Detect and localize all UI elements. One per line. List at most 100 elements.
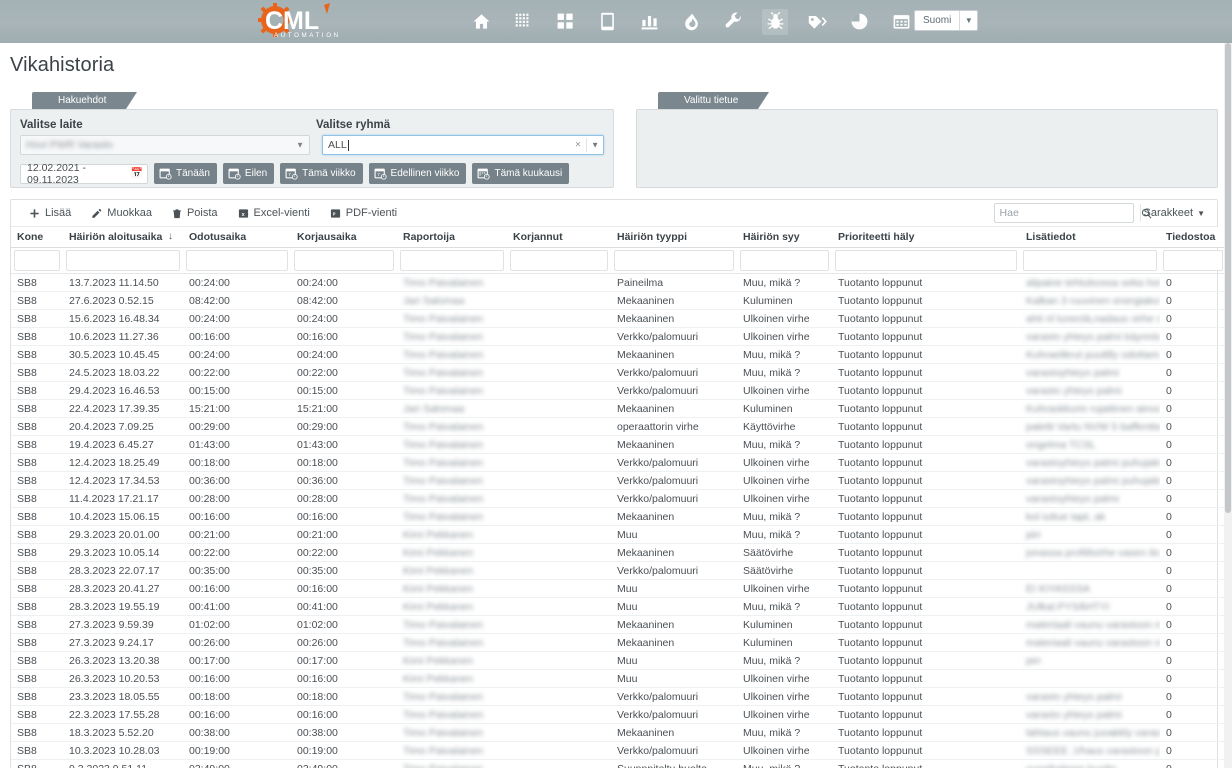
table-row[interactable]: SB8 23.3.2023 18.05.55 00:18:00 00:18:00 Tim…: [11, 687, 1226, 706]
date-range-input[interactable]: 12.02.2021 - 09.11.2023 📅: [20, 162, 148, 186]
column-header-tiedostoa[interactable]: Tiedostoa: [1160, 227, 1226, 248]
table-row[interactable]: SB89.3.2023 9.51.1103:49:0003:49:00Timo …: [11, 759, 1226, 768]
device-select[interactable]: Hovi PWR Varasto ▼: [20, 135, 310, 155]
wrench-icon[interactable]: [720, 9, 746, 35]
table-row[interactable]: SB8 26.3.2023 13.20.38 00:17:00 00:17:00 Kim…: [11, 651, 1226, 670]
table-row[interactable]: SB8 15.6.2023 16.48.34 00:24:00 00:24:00 Tim…: [11, 309, 1226, 328]
column-filter-tiedostoa[interactable]: [1163, 250, 1223, 271]
bar-chart-icon[interactable]: [636, 9, 662, 35]
group-select[interactable]: ALL × ▼: [322, 135, 604, 155]
quick-range-prev-week-button[interactable]: 7 Edellinen viikko: [368, 163, 467, 184]
pdf-export-button[interactable]: P PDF-vienti: [320, 203, 407, 223]
table-row[interactable]: SB8 28.3.2023 19.55.19 00:41:00 00:41:00 Kim…: [11, 597, 1226, 616]
column-filter-korjannut[interactable]: [510, 250, 608, 271]
cml-logo[interactable]: CML AUTOMATION: [256, 0, 368, 43]
cell-lisatiedot: varastoyhteys palmi: [1020, 489, 1160, 508]
quick-range-yesterday-button[interactable]: Eilen: [222, 163, 275, 184]
table-row[interactable]: SB8 26.3.2023 10.20.53 00:16:00 00:16:00 Kim…: [11, 669, 1226, 688]
column-filter-korjausaika[interactable]: [294, 250, 394, 271]
bug-icon[interactable]: [762, 8, 788, 35]
cell-kone: SB8: [11, 561, 63, 580]
language-selector[interactable]: Suomi ▼: [914, 10, 979, 31]
quick-range-today-button[interactable]: Tänään: [154, 163, 217, 184]
column-filter-kone[interactable]: [14, 250, 60, 271]
cell-raportoija: Timo Paivalainen: [397, 489, 507, 508]
tablet-icon[interactable]: [594, 9, 620, 35]
column-header-korjannut[interactable]: Korjannut: [507, 227, 611, 248]
table-row[interactable]: SB8 11.4.2023 17.21.17 00:28:00 00:28:00 Tim…: [11, 489, 1226, 508]
table-row[interactable]: SB8 24.5.2023 18.03.22 00:22:00 00:22:00 Tim…: [11, 363, 1226, 382]
flame-icon[interactable]: [678, 9, 704, 35]
redacted-text: Timo Paivalainen: [403, 384, 484, 397]
column-filter-raportoija[interactable]: [400, 250, 504, 271]
sort-desc-icon[interactable]: ↓: [168, 231, 173, 242]
calendar-icon[interactable]: [888, 9, 914, 35]
table-row[interactable]: SB8 27.6.2023 0.52.15 08:42:00 08:42:00 Jari…: [11, 291, 1226, 310]
table-search[interactable]: [993, 203, 1152, 223]
table-row[interactable]: SB8 22.3.2023 17.55.28 00:16:00 00:16:00 Tim…: [11, 705, 1226, 724]
table-row[interactable]: SB8 13.7.2023 11.14.50 00:24:00 00:24:00 Tim…: [11, 273, 1226, 292]
column-header-korjausaika[interactable]: Korjausaika: [291, 227, 397, 248]
table-row[interactable]: SB8 10.4.2023 15.06.15 00:16:00 00:16:00 Tim…: [11, 507, 1226, 526]
table-row[interactable]: SB8 19.4.2023 6.45.27 01:43:00 01:43:00 Timo…: [11, 435, 1226, 454]
table-row[interactable]: SB8 20.4.2023 7.09.25 00:29:00 00:29:00 Timo…: [11, 417, 1226, 436]
clear-icon[interactable]: ×: [575, 139, 581, 151]
cell-tiedostoa: 0: [1160, 489, 1226, 508]
cell-lisatiedot: [1020, 669, 1160, 688]
cell-odotusaika: 00:36:00: [183, 471, 291, 490]
grid-dots-icon[interactable]: [510, 9, 536, 35]
quick-range-this-week-button[interactable]: 7 Tämä viikko: [280, 163, 363, 184]
column-header-tyyppi[interactable]: Häiriön tyyppi: [611, 227, 737, 248]
edit-button[interactable]: Muokkaa: [81, 203, 162, 223]
calendar-icon[interactable]: 📅: [130, 168, 143, 179]
column-header-lisatiedot[interactable]: Lisätiedot: [1020, 227, 1160, 248]
table-row[interactable]: SB8 12.4.2023 17.34.53 00:36:00 00:36:00 Tim…: [11, 471, 1226, 490]
chevron-down-icon[interactable]: ▼: [959, 11, 977, 30]
delete-button[interactable]: Poista: [162, 203, 228, 223]
pie-chart-icon[interactable]: [846, 9, 872, 35]
page-scrollbar[interactable]: [1224, 43, 1232, 768]
quick-range-this-month-button[interactable]: Tämä kuukausi: [472, 163, 570, 184]
home-icon[interactable]: [468, 9, 494, 35]
column-header-raportoija[interactable]: Raportoija: [397, 227, 507, 248]
redacted-text: Kuhraelikrut puuttlly odottamaan ...: [1026, 348, 1160, 361]
column-filter-cell: [1160, 247, 1226, 274]
table-row[interactable]: SB8 29.3.2023 10.05.14 00:22:00 00:22:00 Kim…: [11, 543, 1226, 562]
table-row[interactable]: SB8 27.3.2023 9.24.17 00:26:00 00:26:00 Timo…: [11, 633, 1226, 652]
table-row[interactable]: SB8 27.3.2023 9.59.39 01:02:00 01:02:00 Timo…: [11, 615, 1226, 634]
cell-lisatiedot: lahtaus vaunu juoakkly varastoon m: [1020, 723, 1160, 742]
columns-button[interactable]: Sarakkeet ▼: [1134, 207, 1211, 219]
redacted-text: pirr: [1026, 654, 1042, 667]
table-row[interactable]: SB8 22.4.2023 17.39.35 15:21:00 15:21:00 Jar…: [11, 399, 1226, 418]
table-row[interactable]: SB8 12.4.2023 18.25.49 00:18:00 00:18:00 Tim…: [11, 453, 1226, 472]
table-row[interactable]: SB8 29.3.2023 20.01.00 00:21:00 00:21:00 Kim…: [11, 525, 1226, 544]
table-row[interactable]: SB8 10.3.2023 10.28.03 00:19:00 00:19:00 Tim…: [11, 741, 1226, 760]
column-header-odotusaika[interactable]: Odotusaika: [183, 227, 291, 248]
tags-icon[interactable]: [804, 9, 830, 35]
add-button[interactable]: Lisää: [19, 203, 81, 223]
table-row[interactable]: SB8 28.3.2023 20.41.27 00:16:00 00:16:00 Kim…: [11, 579, 1226, 598]
chevron-down-icon[interactable]: ▼: [591, 140, 599, 150]
cell-kone: SB8: [11, 471, 63, 490]
column-header-prioriteetti[interactable]: Prioriteetti häly: [832, 227, 1020, 248]
column-filter-aloitusaika[interactable]: [66, 250, 180, 271]
table-row[interactable]: SB8 10.6.2023 11.27.36 00:16:00 00:16:00 Tim…: [11, 327, 1226, 346]
search-icon[interactable]: [1139, 204, 1152, 222]
scrollbar-thumb[interactable]: [1225, 43, 1231, 513]
column-filter-tyyppi[interactable]: [614, 250, 734, 271]
column-filter-lisatiedot[interactable]: [1023, 250, 1157, 271]
table-row[interactable]: SB8 29.4.2023 16.46.53 00:15:00 00:15:00 Tim…: [11, 381, 1226, 400]
table-row[interactable]: SB8 28.3.2023 22.07.17 00:35:00 00:35:00 Kim…: [11, 561, 1226, 580]
column-header-syy[interactable]: Häiriön syy: [737, 227, 832, 248]
search-input[interactable]: [994, 207, 1140, 219]
column-header-aloitusaika[interactable]: Häiriön aloitusaika ↓: [63, 227, 183, 248]
chevron-down-icon[interactable]: ▼: [296, 140, 304, 150]
column-header-kone[interactable]: Kone: [11, 227, 63, 248]
table-row[interactable]: SB8 30.5.2023 10.45.45 00:24:00 00:24:00 Tim…: [11, 345, 1226, 364]
column-filter-syy[interactable]: [740, 250, 829, 271]
excel-export-button[interactable]: x Excel-vienti: [228, 203, 320, 223]
dashboard-tiles-icon[interactable]: [552, 9, 578, 35]
table-row[interactable]: SB8 18.3.2023 5.52.20 00:38:00 00:38:00 Timo…: [11, 723, 1226, 742]
column-filter-odotusaika[interactable]: [186, 250, 288, 271]
column-filter-prioriteetti[interactable]: [835, 250, 1017, 271]
